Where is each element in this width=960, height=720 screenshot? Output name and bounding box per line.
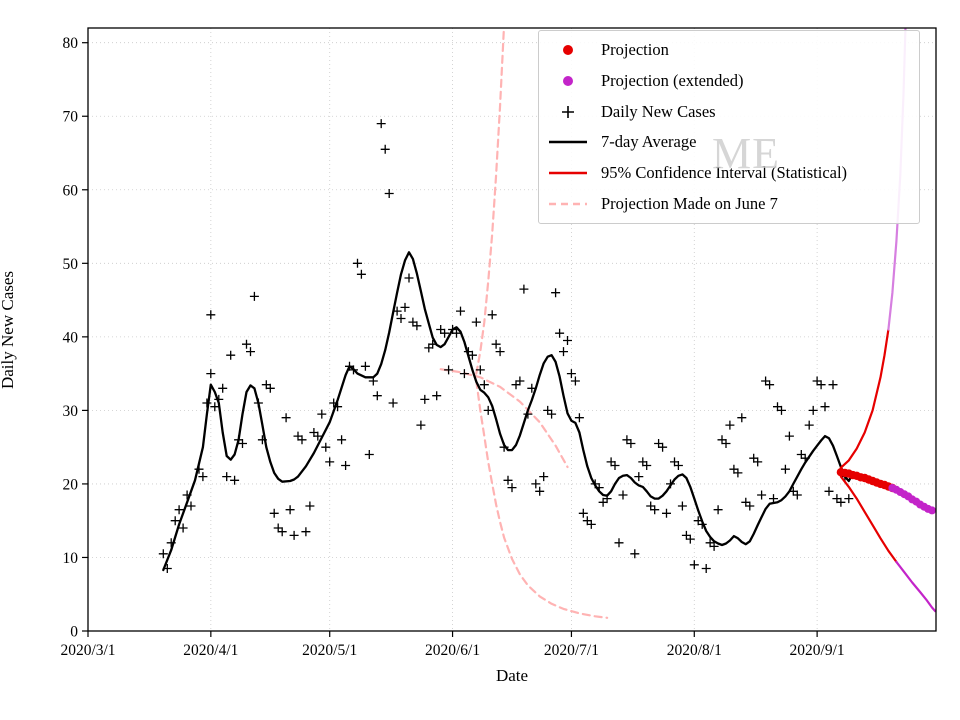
x-tick-label: 2020/6/1 bbox=[425, 642, 480, 659]
magenta-dot-icon bbox=[563, 75, 573, 86]
black-line-icon bbox=[549, 141, 587, 144]
legend-label-7day-average: 7-day Average bbox=[601, 132, 697, 152]
series-ci-lower-extended bbox=[895, 560, 936, 613]
y-tick-label: 20 bbox=[63, 476, 79, 493]
x-tick-label: 2020/4/1 bbox=[183, 642, 238, 659]
x-tick-label: 2020/9/1 bbox=[790, 642, 845, 659]
legend-item-june7-projection: Projection Made on June 7 bbox=[545, 190, 913, 218]
x-tick-label: 2020/7/1 bbox=[544, 642, 599, 659]
plus-marker-icon bbox=[562, 105, 574, 118]
y-tick-label: 50 bbox=[63, 256, 79, 273]
x-tick-label: 2020/5/1 bbox=[302, 642, 357, 659]
series-june7-projection-lower bbox=[475, 379, 609, 619]
x-tick-label: 2020/3/1 bbox=[60, 642, 115, 659]
watermark: ME bbox=[712, 129, 780, 178]
y-tick-label: 0 bbox=[70, 624, 78, 641]
series-june7-projection-upper bbox=[475, 28, 506, 375]
legend-item-projection-extended: Projection (extended) bbox=[545, 67, 913, 95]
legend-label-daily-new-cases: Daily New Cases bbox=[601, 101, 716, 121]
series-ci-lower bbox=[839, 475, 898, 563]
legend-label-june7-projection: Projection Made on June 7 bbox=[601, 193, 778, 213]
legend-label-projection: Projection bbox=[601, 40, 669, 60]
pink-dashed-line-icon bbox=[549, 202, 587, 205]
legend-item-confidence-interval: 95% Confidence Interval (Statistical) bbox=[545, 159, 913, 187]
x-tick-label: 2020/8/1 bbox=[667, 642, 722, 659]
legend: Projection Projection (extended) Daily N… bbox=[538, 30, 920, 224]
y-tick-label: 70 bbox=[63, 109, 79, 126]
y-tick-label: 60 bbox=[63, 182, 79, 199]
y-tick-label: 80 bbox=[63, 35, 79, 52]
red-line-icon bbox=[549, 171, 587, 175]
legend-item-projection: Projection bbox=[545, 36, 913, 64]
legend-item-daily-new-cases: Daily New Cases bbox=[545, 98, 913, 126]
y-tick-label: 30 bbox=[63, 403, 79, 420]
series-projection-extended bbox=[888, 484, 936, 515]
series-projection bbox=[836, 468, 897, 493]
legend-label-confidence-interval: 95% Confidence Interval (Statistical) bbox=[601, 162, 848, 182]
axes-box bbox=[87, 27, 937, 632]
y-axis-label: Daily New Cases bbox=[0, 270, 17, 390]
x-axis-label: Date bbox=[495, 666, 529, 685]
series-seven-day-average bbox=[162, 251, 854, 572]
legend-item-7day-average: 7-day Average bbox=[545, 128, 913, 156]
series-june7-projection-central bbox=[439, 368, 569, 469]
series-ci-upper bbox=[839, 328, 890, 469]
y-tick-label: 10 bbox=[63, 550, 79, 567]
red-dot-icon bbox=[563, 45, 573, 56]
y-tick-label: 40 bbox=[63, 329, 79, 346]
legend-label-projection-extended: Projection (extended) bbox=[601, 70, 744, 90]
